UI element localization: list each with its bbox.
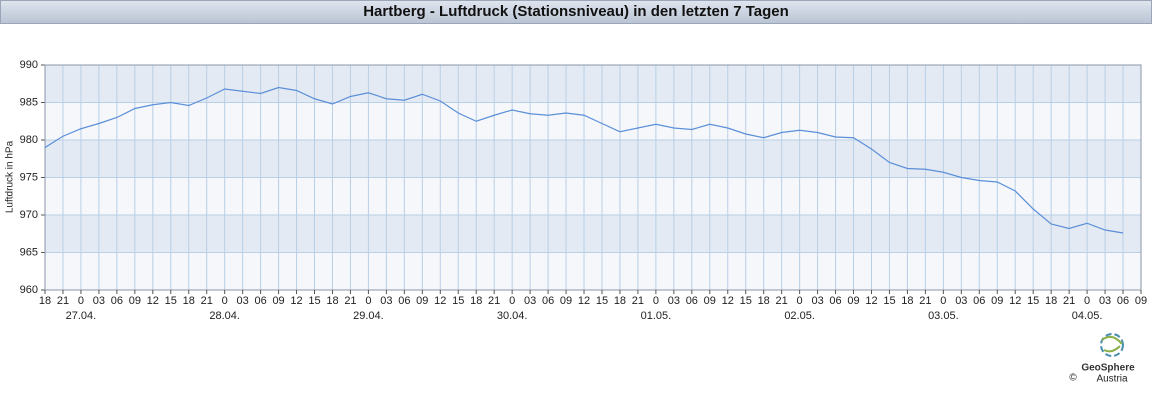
x-tick-label: 18	[470, 295, 482, 307]
x-tick-label: 18	[183, 295, 195, 307]
x-tick-label: 03	[668, 295, 680, 307]
logo-icon	[1101, 335, 1123, 353]
x-tick-label: 15	[165, 295, 177, 307]
y-tick-label: 975	[20, 171, 38, 183]
day-label: 30.04.	[497, 310, 528, 322]
x-tick-label: 12	[434, 295, 446, 307]
x-tick-label: 15	[740, 295, 752, 307]
plot-band	[45, 215, 1141, 253]
x-tick-label: 18	[614, 295, 626, 307]
x-tick-label: 0	[653, 295, 659, 307]
x-tick-label: 18	[1045, 295, 1057, 307]
x-tick-label: 06	[398, 295, 410, 307]
logo-country: Austria	[1096, 374, 1128, 385]
x-tick-label: 12	[1009, 295, 1021, 307]
plot-band	[45, 252, 1141, 290]
y-tick-label: 985	[20, 96, 38, 108]
x-tick-label: 0	[940, 295, 946, 307]
plot-frame	[44, 64, 1142, 291]
x-tick-label: 0	[365, 295, 371, 307]
x-tick-label: 06	[1117, 295, 1129, 307]
logo-name: GeoSphere	[1081, 363, 1135, 374]
x-tick-label: 15	[596, 295, 608, 307]
x-tick-label: 09	[272, 295, 284, 307]
x-tick-label: 06	[254, 295, 266, 307]
plot-band	[45, 102, 1141, 140]
x-tick-label: 03	[93, 295, 105, 307]
x-tick-label: 21	[632, 295, 644, 307]
x-tick-label: 18	[758, 295, 770, 307]
x-tick-label: 0	[1084, 295, 1090, 307]
plot-band	[45, 140, 1141, 178]
x-tick-label: 15	[1027, 295, 1039, 307]
x-tick-label: 09	[847, 295, 859, 307]
y-tick-label: 980	[20, 134, 38, 146]
x-tick-label: 06	[686, 295, 698, 307]
x-tick-label: 21	[57, 295, 69, 307]
chart-title: Hartberg - Luftdruck (Stationsniveau) in…	[0, 0, 1152, 24]
day-label: 27.04.	[66, 310, 97, 322]
x-tick-label: 12	[290, 295, 302, 307]
x-tick-label: 12	[722, 295, 734, 307]
line-series	[44, 86, 1124, 234]
day-label: 02.05.	[784, 310, 815, 322]
x-tick-label: 21	[776, 295, 788, 307]
y-axis-label: Luftdruck in hPa	[5, 140, 16, 213]
x-tick-label: 12	[147, 295, 159, 307]
logo: GeoSphere © Austria	[1069, 333, 1135, 385]
y-tick-label: 960	[20, 284, 38, 296]
x-tick-label: 06	[829, 295, 841, 307]
plot-band	[45, 65, 1141, 103]
x-tick-label: 0	[797, 295, 803, 307]
x-tick-label: 15	[308, 295, 320, 307]
x-tick-label: 06	[111, 295, 123, 307]
x-tick-label: 0	[222, 295, 228, 307]
day-label: 01.05.	[641, 310, 672, 322]
x-tick-label: 15	[452, 295, 464, 307]
x-tick-label: 03	[380, 295, 392, 307]
x-tick-label: 12	[578, 295, 590, 307]
x-tick-label: 09	[704, 295, 716, 307]
plot-band	[45, 177, 1141, 215]
x-tick-label: 06	[973, 295, 985, 307]
day-label: 29.04.	[353, 310, 384, 322]
x-tick-label: 0	[509, 295, 515, 307]
x-tick-label: 03	[811, 295, 823, 307]
x-tick-label: 03	[955, 295, 967, 307]
x-tick-label: 21	[201, 295, 213, 307]
x-tick-label: 18	[39, 295, 51, 307]
x-tick-label: 09	[416, 295, 428, 307]
day-label: 03.05.	[928, 310, 959, 322]
x-tick-label: 15	[883, 295, 895, 307]
day-label: 28.04.	[209, 310, 240, 322]
x-tick-label: 21	[488, 295, 500, 307]
x-tick-label: 0	[78, 295, 84, 307]
copyright: ©	[1069, 373, 1077, 384]
y-tick-label: 970	[20, 209, 38, 221]
x-tick-label: 21	[1063, 295, 1075, 307]
x-tick-label: 09	[560, 295, 572, 307]
day-label: 04.05.	[1072, 310, 1103, 322]
y-tick-label: 990	[20, 59, 38, 71]
x-tick-label: 09	[1135, 295, 1147, 307]
y-tick-label: 965	[20, 246, 38, 258]
x-tick-label: 21	[919, 295, 931, 307]
x-tick-label: 18	[901, 295, 913, 307]
logo-icon	[1100, 333, 1124, 357]
x-tick-label: 21	[344, 295, 356, 307]
x-tick-label: 09	[991, 295, 1003, 307]
x-tick-label: 09	[129, 295, 141, 307]
x-tick-label: 03	[524, 295, 536, 307]
x-tick-label: 03	[1099, 295, 1111, 307]
x-tick-label: 12	[865, 295, 877, 307]
x-tick-label: 03	[237, 295, 249, 307]
x-tick-label: 06	[542, 295, 554, 307]
x-tick-label: 18	[326, 295, 338, 307]
